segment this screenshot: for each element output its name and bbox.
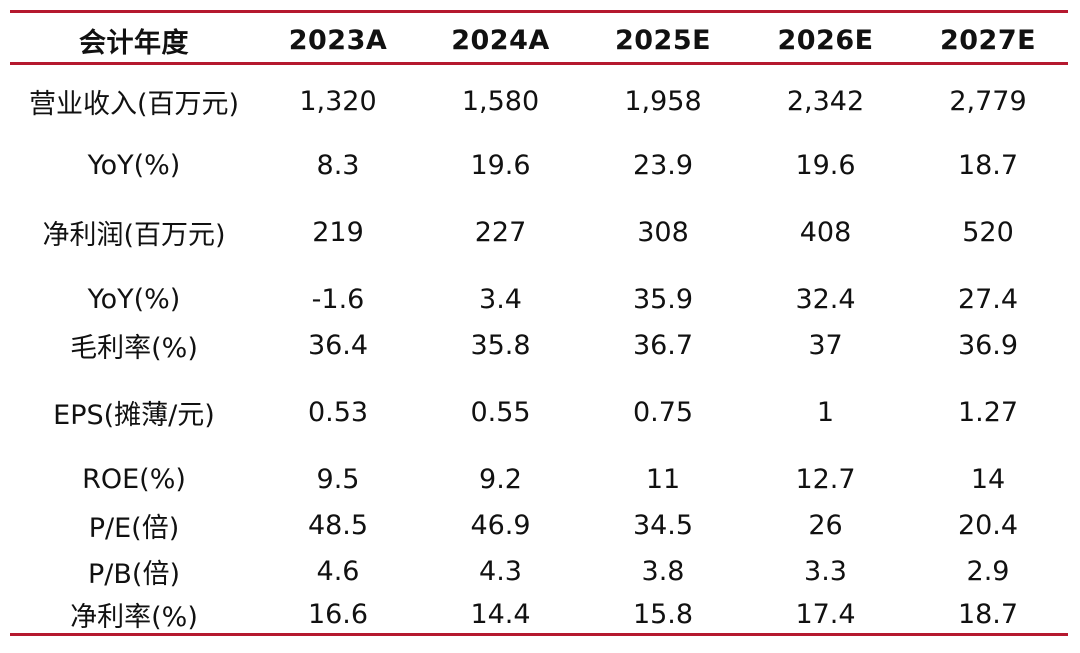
header-row: 会计年度 2023A 2024A 2025E 2026E 2027E xyxy=(10,18,1068,62)
table-cell: 23.9 xyxy=(632,149,694,181)
table-cell: 3.3 xyxy=(804,555,847,587)
table-cell: 2,342 xyxy=(786,85,865,117)
row-label: P/E(倍) xyxy=(88,512,180,544)
table-cell: 1,580 xyxy=(461,85,540,117)
table-cell: 1,958 xyxy=(624,85,702,117)
table-cell: 36.7 xyxy=(632,329,694,361)
table-row-net-profit: 净利润(百万元) 219 227 308 408 520 xyxy=(10,211,1068,253)
table-row-net-margin: 净利率(%) 16.6 14.4 15.8 17.4 18.7 xyxy=(10,594,1068,634)
row-label: YoY(%) xyxy=(87,283,181,315)
header-cell-2024a: 2024A xyxy=(451,24,550,56)
table-cell: 219 xyxy=(312,216,364,248)
header-cell-2023a: 2023A xyxy=(288,24,388,56)
table-cell: 26 xyxy=(808,509,843,541)
header-cell-2026e: 2026E xyxy=(777,24,874,56)
table-cell: 36.4 xyxy=(307,329,369,361)
table-cell: 20.4 xyxy=(957,509,1019,541)
row-label: 毛利率(%) xyxy=(70,332,198,364)
row-label: EPS(摊薄/元) xyxy=(53,399,215,431)
table-row-roe: ROE(%) 9.5 9.2 11 12.7 14 xyxy=(10,458,1068,500)
table-cell: 2,779 xyxy=(949,85,1027,117)
header-cell-label: 会计年度 xyxy=(79,27,189,59)
table-cell: 1.27 xyxy=(957,396,1019,428)
row-label: 净利率(%) xyxy=(70,601,198,633)
table-row-pe: P/E(倍) 48.5 46.9 34.5 26 20.4 xyxy=(10,504,1068,546)
table-cell: 16.6 xyxy=(307,598,369,630)
table-cell: 2.9 xyxy=(966,555,1010,587)
table-cell: 18.7 xyxy=(957,598,1019,630)
table-cell: 19.6 xyxy=(470,149,531,181)
table-cell: 4.6 xyxy=(316,555,360,587)
table-cell: 48.5 xyxy=(307,509,369,541)
table-cell: 35.8 xyxy=(470,329,531,361)
table-cell: 308 xyxy=(637,216,689,248)
header-cell-2027e: 2027E xyxy=(939,24,1037,56)
table-cell: 34.5 xyxy=(632,509,694,541)
bottom-rule xyxy=(10,633,1068,636)
table-cell: 8.3 xyxy=(316,149,360,181)
table-cell: 14 xyxy=(970,463,1006,495)
table-cell: 0.75 xyxy=(632,396,694,428)
table-cell: 3.4 xyxy=(479,283,522,315)
table-cell: 11 xyxy=(645,463,681,495)
table-cell: 46.9 xyxy=(470,509,531,541)
row-label: ROE(%) xyxy=(82,463,186,495)
row-label: P/B(倍) xyxy=(88,558,180,590)
row-label: 净利润(百万元) xyxy=(42,219,226,251)
table-row-gross-margin: 毛利率(%) 36.4 35.8 36.7 37 36.9 xyxy=(10,324,1068,366)
top-rule xyxy=(10,10,1068,13)
table-cell: 227 xyxy=(474,216,527,248)
table-cell: 520 xyxy=(962,216,1014,248)
table-row-net-profit-yoy: YoY(%) -1.6 3.4 35.9 32.4 27.4 xyxy=(10,278,1068,320)
table-cell: 9.2 xyxy=(479,463,522,495)
table-cell: 0.55 xyxy=(470,396,531,428)
table-cell: -1.6 xyxy=(311,283,365,315)
table-cell: 32.4 xyxy=(795,283,856,315)
table-cell: 408 xyxy=(799,216,852,248)
table-cell: 37 xyxy=(808,329,843,361)
table-cell: 18.7 xyxy=(957,149,1019,181)
table-cell: 4.3 xyxy=(479,555,522,587)
table-cell: 15.8 xyxy=(632,598,694,630)
table-cell: 12.7 xyxy=(795,463,856,495)
header-rule xyxy=(10,62,1068,65)
row-label: 营业收入(百万元) xyxy=(28,88,240,120)
table-cell: 3.8 xyxy=(641,555,685,587)
table-cell: 0.53 xyxy=(307,396,369,428)
row-label: YoY(%) xyxy=(87,149,181,181)
table-cell: 36.9 xyxy=(957,329,1019,361)
table-cell: 1,320 xyxy=(299,85,377,117)
table-cell: 19.6 xyxy=(795,149,856,181)
table-row-eps: EPS(摊薄/元) 0.53 0.55 0.75 1 1.27 xyxy=(10,391,1068,433)
table-cell: 17.4 xyxy=(795,598,856,630)
table-cell: 9.5 xyxy=(316,463,360,495)
table-row-pb: P/B(倍) 4.6 4.3 3.8 3.3 2.9 xyxy=(10,550,1068,592)
table-cell: 27.4 xyxy=(957,283,1019,315)
table-cell: 35.9 xyxy=(632,283,694,315)
table-cell: 1 xyxy=(816,396,835,428)
table-cell: 14.4 xyxy=(470,598,531,630)
table-row-revenue-yoy: YoY(%) 8.3 19.6 23.9 19.6 18.7 xyxy=(10,144,1068,186)
header-cell-2025e: 2025E xyxy=(614,24,712,56)
table-row-revenue: 营业收入(百万元) 1,320 1,580 1,958 2,342 2,779 xyxy=(10,80,1068,122)
